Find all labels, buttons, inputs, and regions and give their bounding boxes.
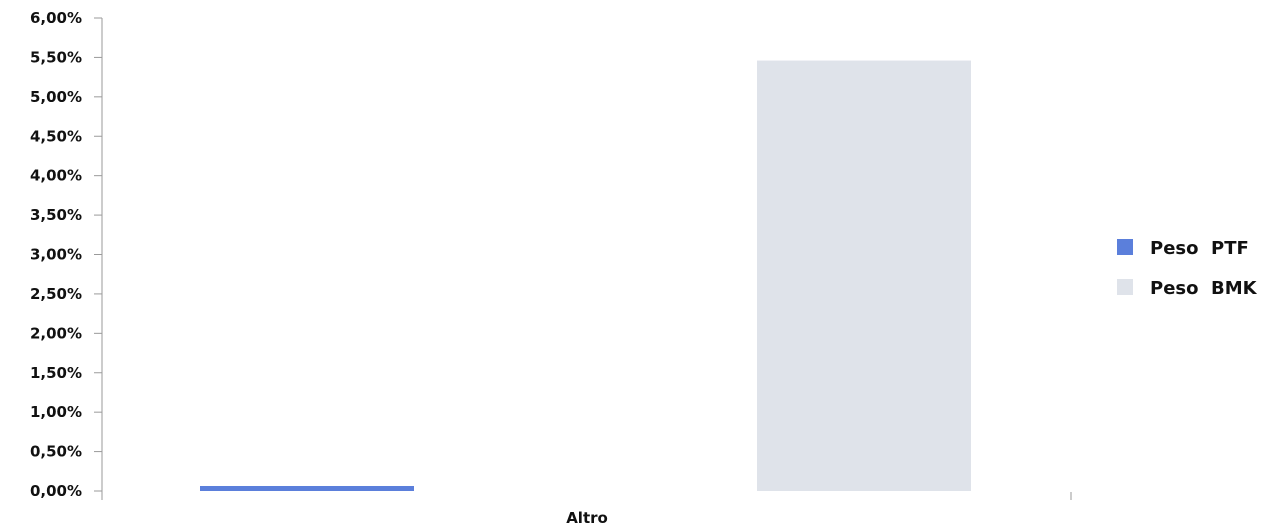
bars <box>200 60 971 491</box>
bar-ptf-altro[interactable] <box>200 486 414 491</box>
legend-swatch-ptf <box>1117 239 1133 255</box>
bar-bmk-altro[interactable] <box>757 60 971 491</box>
legend-item-bmk[interactable]: Peso BMK <box>1117 278 1258 299</box>
y-axis: 0,00% 0,50% 1,00% 1,50% 2,00% 2,50% 3,00% 3,50%… <box>30 9 103 500</box>
y-tick-label: 1,50% <box>30 364 82 382</box>
y-tick-label: 5,00% <box>30 88 82 106</box>
y-tick-label: 0,00% <box>30 482 82 500</box>
x-category-label: Altro <box>566 509 608 527</box>
legend-swatch-bmk <box>1117 279 1133 295</box>
y-tick-label: 5,50% <box>30 48 82 66</box>
legend-label-ptf: Peso PTF <box>1150 238 1249 259</box>
y-tick-label: 2,00% <box>30 324 82 342</box>
y-tick-label: 3,00% <box>30 246 82 264</box>
y-tick-label: 3,50% <box>30 206 82 224</box>
x-axis: Altro <box>101 492 1072 527</box>
legend-item-ptf[interactable]: Peso PTF <box>1117 238 1249 259</box>
y-tick-label: 1,00% <box>30 403 82 421</box>
y-tick-label: 4,50% <box>30 127 82 145</box>
y-ticks: 0,00% 0,50% 1,00% 1,50% 2,00% 2,50% 3,00% 3,50%… <box>30 9 102 500</box>
y-tick-label: 4,00% <box>30 167 82 185</box>
y-tick-label: 0,50% <box>30 443 82 461</box>
y-tick-label: 2,50% <box>30 285 82 303</box>
legend-label-bmk: Peso BMK <box>1150 278 1258 299</box>
legend: Peso PTF Peso BMK <box>1117 238 1258 299</box>
y-tick-label: 6,00% <box>30 9 82 27</box>
